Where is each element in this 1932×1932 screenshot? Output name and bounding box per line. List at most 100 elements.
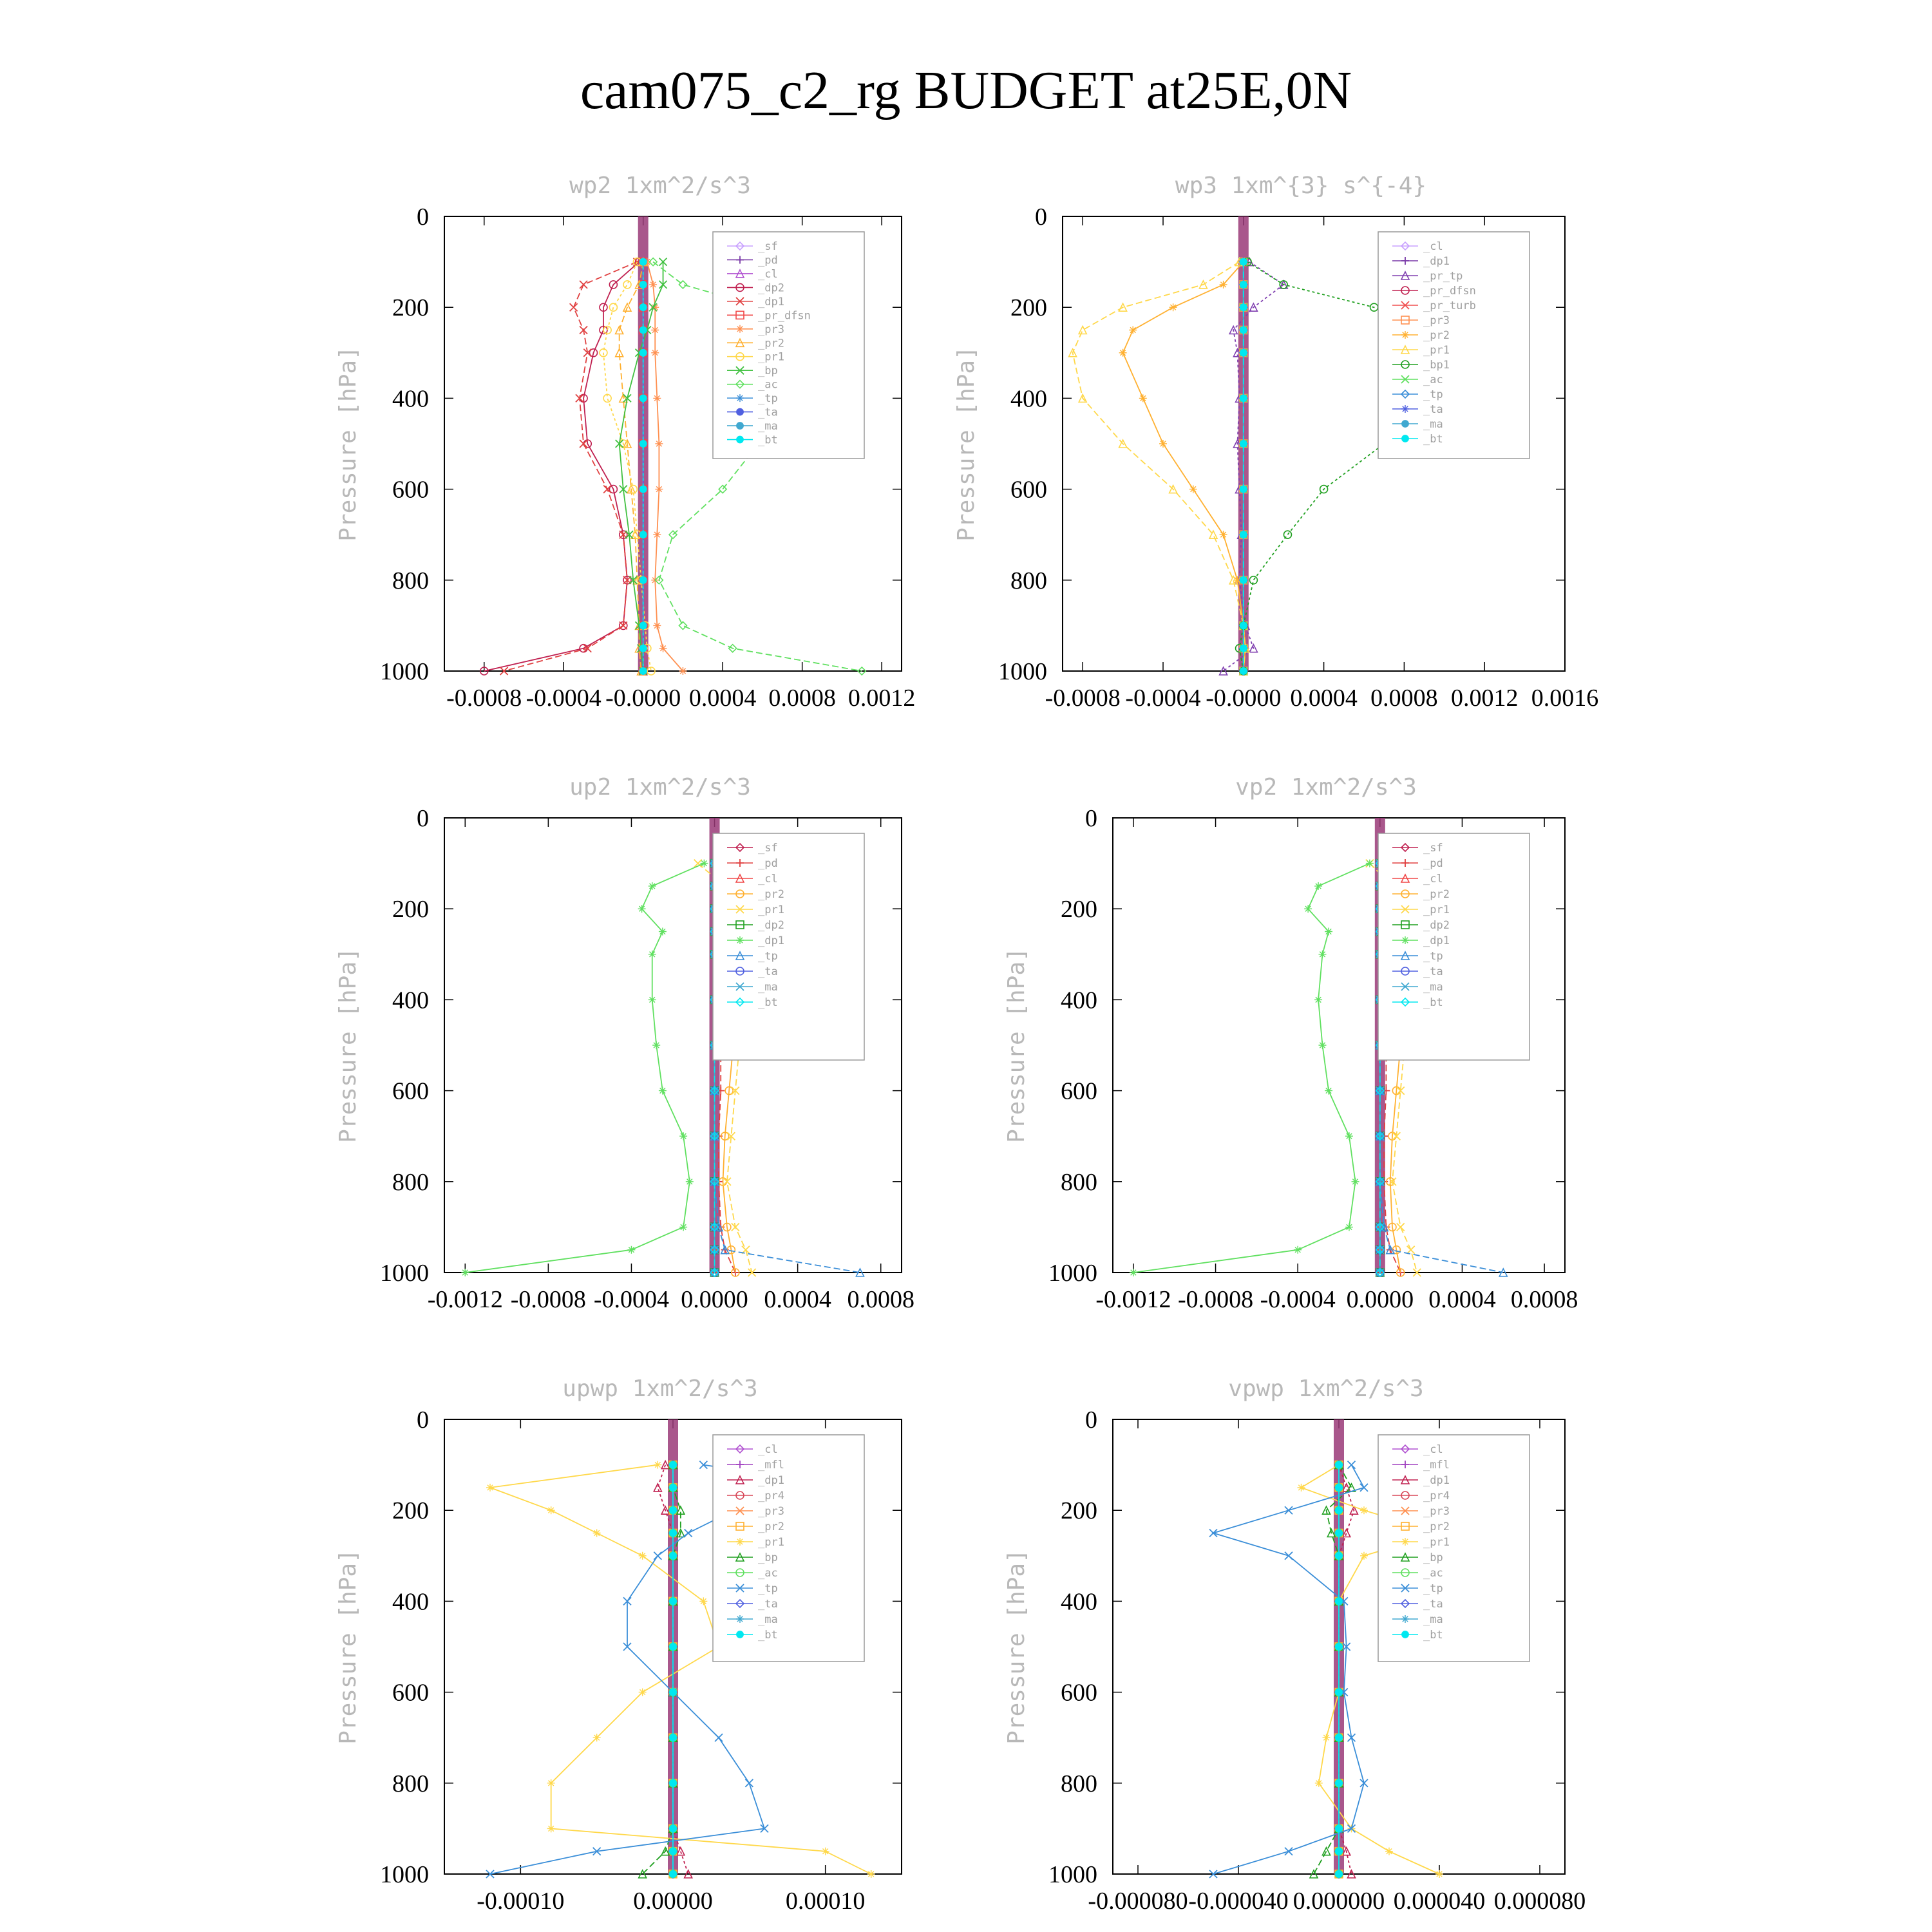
legend-entry: _dp1 <box>1423 934 1450 947</box>
data-point <box>726 1132 735 1141</box>
legend-entry: _bt <box>758 1629 778 1642</box>
series_bt <box>1239 258 1247 675</box>
data-point <box>1239 303 1247 312</box>
data-point <box>1318 1041 1327 1049</box>
data-point <box>710 1132 719 1141</box>
data-point <box>669 1870 677 1878</box>
series_tp <box>1209 1460 1368 1879</box>
data-point <box>1375 1222 1385 1232</box>
series-line <box>484 261 640 672</box>
legend-entry: _pr_turb <box>1423 299 1476 312</box>
legend-marker <box>1401 435 1409 442</box>
legend-marker <box>736 394 744 402</box>
data-point <box>1385 1177 1395 1186</box>
x-tick-label: 0.0004 <box>1428 1286 1496 1313</box>
data-point <box>653 1482 663 1492</box>
legend-marker <box>735 310 744 320</box>
data-point <box>669 1734 677 1742</box>
data-point <box>658 927 667 936</box>
plot-frame <box>1062 216 1566 672</box>
legend-marker <box>1401 1568 1410 1577</box>
data-point <box>583 644 592 653</box>
data-point <box>1351 1177 1359 1186</box>
data-point <box>669 1597 677 1605</box>
legend-entry: _pr2 <box>1423 1520 1450 1533</box>
y-tick-label: 800 <box>392 1169 429 1196</box>
data-point <box>643 258 651 266</box>
data-point <box>479 667 489 676</box>
legend-entry: _bt <box>1423 433 1443 446</box>
data-point <box>1198 279 1208 289</box>
data-point <box>1118 302 1128 312</box>
legend-entry: _dp1 <box>758 934 784 947</box>
legend-marker <box>735 1568 744 1577</box>
legend-entry: _bt <box>758 996 778 1009</box>
y-tick-label: 200 <box>392 896 429 923</box>
data-point <box>683 1869 693 1879</box>
y-tick-label: 600 <box>392 1078 429 1105</box>
data-point <box>1327 1528 1336 1538</box>
data-point <box>1345 1223 1353 1231</box>
data-point <box>669 1688 677 1696</box>
data-point <box>731 1086 740 1095</box>
legend-marker <box>1401 405 1409 413</box>
data-point <box>669 1506 677 1515</box>
data-point <box>614 325 624 335</box>
data-point <box>724 1086 734 1095</box>
y-axis-label: Pressure [hPa] <box>335 947 361 1142</box>
data-point <box>1129 326 1137 334</box>
data-point <box>1347 1733 1356 1742</box>
legend-marker <box>735 1552 745 1562</box>
legend-marker <box>736 408 744 416</box>
data-point <box>678 279 688 290</box>
data-point <box>720 1244 730 1255</box>
data-point <box>619 621 628 630</box>
legend-entry: _dp1 <box>1423 1474 1450 1487</box>
data-point <box>1314 1779 1323 1787</box>
data-point <box>638 905 646 913</box>
legend-box <box>1378 833 1530 1061</box>
panel-5: upwp 1xm^2/s^3 Pressure [hPa] 0 200 400 600 80… <box>335 1376 902 1915</box>
data-point <box>685 1177 694 1186</box>
legend-marker <box>735 241 745 251</box>
legend-entry: _pr4 <box>758 1490 784 1502</box>
data-point <box>728 643 737 653</box>
series_bt <box>1335 1461 1343 1878</box>
data-point <box>619 484 628 494</box>
legend-marker <box>736 1538 744 1546</box>
series-line <box>1313 1464 1352 1875</box>
data-point <box>1119 348 1127 357</box>
data-point <box>651 348 659 357</box>
legend-entry: _dp1 <box>758 296 784 308</box>
x-tick-label: -0.0012 <box>428 1286 503 1313</box>
data-point <box>648 996 656 1004</box>
data-point <box>629 576 638 585</box>
data-point <box>1396 1222 1405 1232</box>
data-point <box>639 644 647 652</box>
data-point <box>1349 1505 1359 1515</box>
legend-entry: _pr2 <box>1423 888 1450 901</box>
data-point <box>639 394 647 402</box>
legend-marker <box>1401 375 1410 384</box>
data-point <box>653 394 661 402</box>
legend-marker <box>1400 389 1410 399</box>
series_dp1 <box>1129 859 1374 1276</box>
data-point <box>1239 621 1247 630</box>
legend-marker <box>736 859 744 867</box>
data-point <box>1249 302 1258 312</box>
legend-entry: _pr2 <box>758 337 784 350</box>
series_dp2 <box>479 257 644 676</box>
data-point <box>1359 1483 1368 1492</box>
data-point <box>1359 1779 1368 1788</box>
legend-marker <box>1401 1491 1410 1500</box>
data-point <box>654 1461 662 1469</box>
data-point <box>1379 1222 1389 1232</box>
y-tick-label: 0 <box>417 204 429 231</box>
data-point <box>486 1870 495 1879</box>
data-point <box>1325 1086 1333 1095</box>
data-point <box>609 280 618 289</box>
data-point <box>649 280 658 289</box>
series_pr2 <box>1119 258 1249 675</box>
panel-4: vp2 1xm^2/s^3 Pressure [hPa] 0 200 400 600 800… <box>1003 774 1578 1313</box>
data-point <box>639 326 647 334</box>
